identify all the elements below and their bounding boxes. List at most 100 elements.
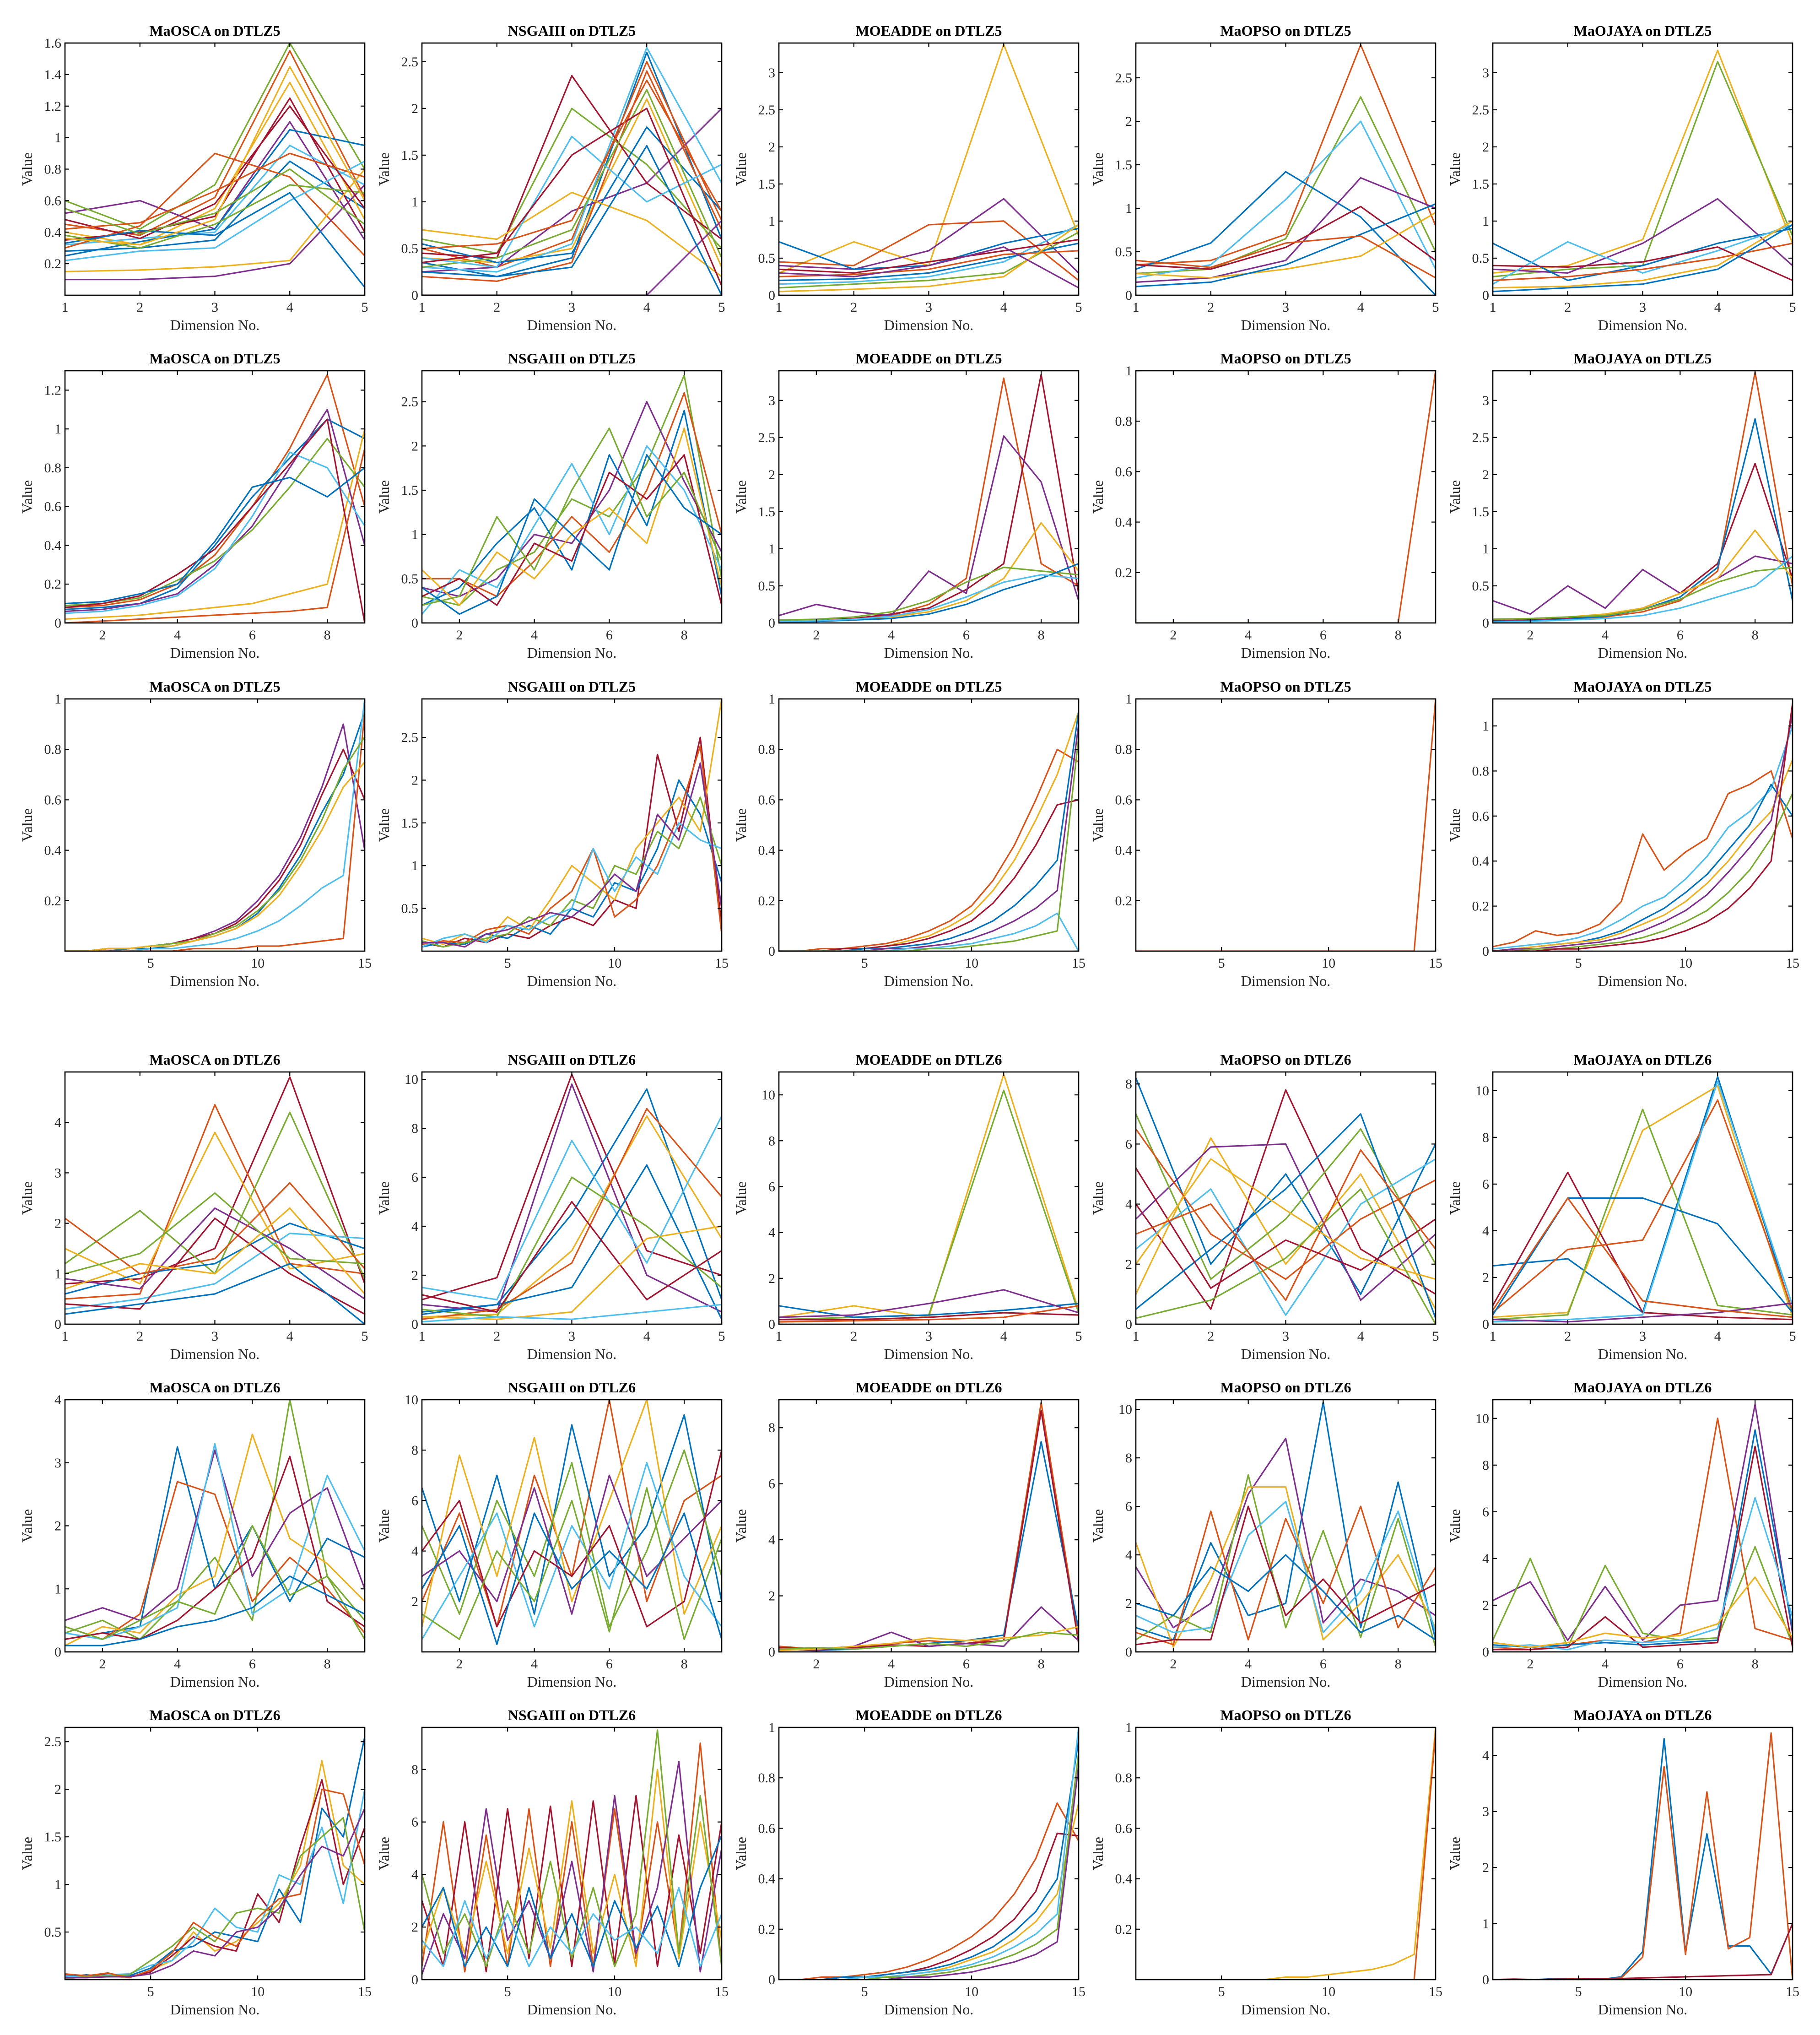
x-tick-label: 5: [1075, 300, 1082, 315]
x-tick-label: 1: [1133, 1329, 1140, 1344]
chart-p0: 1 2 3 4 5 0.2 0.4 0.6 0.8 1 1.2 1.4 1.6 MaOSCA on DTL…: [19, 22, 368, 333]
plot-area: [65, 1072, 365, 1324]
y-tick-label: 6: [1125, 1137, 1132, 1152]
y-tick-label: 10: [1475, 1083, 1489, 1099]
y-tick-label: 2: [411, 1594, 418, 1609]
series-line-s6: [1493, 1197, 1793, 1315]
plot-area: [422, 1072, 722, 1324]
y-tick-label: 1.6: [44, 36, 62, 51]
chart-p14: 5 10 15 0 0.2 0.4 0.6 0.8 1 MaOJAYA on DTLZ5 Dimen…: [1447, 678, 1799, 989]
y-tick-label: 4: [1125, 1548, 1132, 1563]
x-tick-label: 2: [813, 628, 820, 643]
x-tick-label: 5: [861, 1984, 868, 1999]
y-tick-label: 6: [768, 1179, 775, 1194]
x-tick-label: 6: [1677, 1656, 1684, 1672]
y-tick-label: 8: [768, 1420, 775, 1435]
series-line-s6: [422, 1108, 722, 1320]
y-tick-label: 2: [1482, 467, 1489, 482]
y-tick-label: 3: [768, 393, 775, 408]
x-tick-label: 10: [1322, 1984, 1335, 1999]
series-group: [779, 43, 1079, 292]
series-line-s7: [1136, 1505, 1436, 1645]
chart-p17: 1 2 3 4 5 0 2 4 6 8 10 MOEADDE on DTLZ6 Dimension No…: [733, 1051, 1082, 1362]
series-line-s3: [1493, 1109, 1793, 1321]
y-axis-label: Value: [1447, 480, 1463, 514]
x-axis-label: Dimension No.: [527, 317, 617, 333]
series-line-s12: [422, 89, 722, 268]
y-axis-label: Value: [1447, 1509, 1463, 1542]
x-axis-label: Dimension No.: [884, 644, 974, 661]
y-tick-label: 2: [768, 140, 775, 155]
series-line-s7: [422, 1887, 722, 1967]
x-tick-label: 5: [861, 956, 868, 971]
x-tick-label: 5: [718, 1329, 725, 1344]
chart-title: MaOSCA on DTLZ5: [149, 350, 280, 367]
y-tick-label: 1: [1125, 201, 1132, 216]
x-tick-label: 8: [1395, 1656, 1402, 1672]
axes-box: [64, 698, 366, 952]
series-line-s8: [65, 1182, 365, 1275]
y-tick-label: 0.2: [44, 577, 62, 592]
y-axis-label: Value: [1090, 1181, 1106, 1215]
series-line-s4: [65, 699, 365, 951]
y-tick-label: 4: [1482, 1748, 1489, 1763]
series-line-s6: [779, 224, 1079, 285]
x-tick-label: 2: [456, 1656, 463, 1672]
x-axis-label: Dimension No.: [527, 1346, 617, 1362]
series-line-s2: [1136, 96, 1436, 275]
x-tick-label: 2: [1170, 1656, 1177, 1672]
y-tick-label: 1.5: [401, 483, 419, 498]
chart-p20: 2 4 6 8 0 1 2 3 4 MaOSCA on DTLZ6 Dimension No. Val…: [19, 1379, 366, 1690]
x-tick-label: 4: [643, 300, 650, 315]
y-tick-label: 10: [761, 1088, 775, 1103]
x-tick-label: 4: [1245, 628, 1252, 643]
x-axis-label: Dimension No.: [1241, 2001, 1331, 2018]
plot-area: [779, 1072, 1079, 1324]
series-group: [422, 699, 722, 948]
y-tick-label: 0.5: [758, 579, 776, 594]
y-tick-label: 0.4: [1115, 843, 1133, 858]
y-tick-label: 2: [54, 1782, 61, 1797]
plot-area: [65, 1727, 365, 1980]
series-line-s4: [1136, 1143, 1436, 1301]
y-tick-label: 8: [1125, 1077, 1132, 1092]
series-line-s16: [422, 80, 722, 249]
x-axis-label: Dimension No.: [1241, 317, 1331, 333]
y-tick-label: 0.2: [1115, 565, 1133, 580]
y-tick-label: 0: [1482, 616, 1489, 631]
series-line-s1: [422, 374, 722, 606]
plot-area: [1136, 1072, 1436, 1324]
y-tick-label: 2: [411, 101, 418, 116]
y-axis-label: Value: [733, 1509, 749, 1542]
y-tick-label: 1: [54, 692, 61, 707]
x-tick-label: 8: [681, 1656, 688, 1672]
y-axis-label: Value: [733, 480, 749, 514]
x-axis-label: Dimension No.: [884, 317, 974, 333]
x-axis-label: Dimension No.: [1598, 973, 1688, 989]
series-group: [65, 373, 365, 623]
series-line-s1: [1136, 1401, 1436, 1641]
series-line-s3: [779, 1303, 1079, 1318]
series-line-s6: [422, 47, 722, 273]
series-line-s6: [1493, 793, 1793, 951]
axes-box: [778, 1399, 1080, 1653]
y-tick-label: 3: [768, 65, 775, 81]
chart-title: NSGAIII on DTLZ5: [508, 350, 636, 367]
x-tick-label: 1: [1133, 300, 1140, 315]
y-tick-label: 1: [54, 130, 61, 146]
chart-title: MaOSCA on DTLZ5: [149, 678, 280, 695]
axes-box: [421, 698, 723, 952]
series-line-s7: [1493, 1576, 1793, 1648]
x-tick-label: 2: [1564, 1329, 1571, 1344]
chart-title: MOEADDE on DTLZ5: [855, 350, 1002, 367]
axes-box: [1135, 370, 1437, 624]
series-line-s5: [422, 108, 722, 254]
series-line-s9: [1493, 220, 1793, 289]
y-tick-label: 0.8: [758, 1770, 776, 1786]
series-line-s8: [1493, 1302, 1793, 1323]
series-line-s4: [1136, 171, 1436, 295]
series-line-s7: [779, 574, 1079, 622]
y-tick-label: 0.4: [44, 225, 62, 240]
series-line-s5: [779, 1727, 1079, 1980]
